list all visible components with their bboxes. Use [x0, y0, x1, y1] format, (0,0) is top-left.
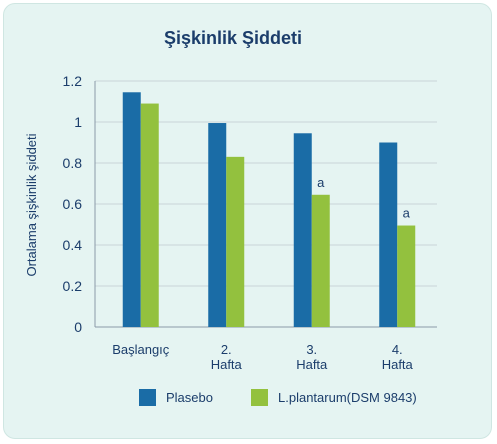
- bar: [122, 92, 141, 328]
- legend-label: L.plantarum(DSM 9843): [278, 390, 417, 405]
- legend: Plasebo L.plantarum(DSM 9843): [139, 389, 417, 406]
- chart-title: Şişkinlik Şiddeti: [164, 28, 302, 48]
- bar-annotation: a: [403, 206, 411, 221]
- bar: [397, 225, 416, 327]
- legend-swatch: [139, 389, 156, 406]
- x-tick-label: Hafta: [382, 357, 414, 372]
- y-tick-label: 1.2: [63, 73, 83, 89]
- legend-swatch: [251, 389, 268, 406]
- y-axis-label: Ortalama şişkinlik şiddeti: [24, 133, 39, 276]
- y-tick-label: 0.2: [63, 278, 83, 294]
- bar: [140, 103, 159, 327]
- y-tick-label: 0: [74, 319, 82, 335]
- x-tick-label: 4.: [392, 342, 403, 357]
- y-tick-labels: 0 0.2 0.4 0.6 0.8 1 1.2: [63, 73, 83, 335]
- bars: aa: [122, 92, 416, 328]
- x-tick-label: Başlangıç: [112, 342, 170, 357]
- bar: [208, 123, 227, 328]
- bar: [293, 133, 312, 327]
- y-tick-label: 1: [74, 114, 82, 130]
- bar-annotation: a: [317, 175, 325, 190]
- x-tick-label: Hafta: [296, 357, 328, 372]
- bar: [226, 156, 245, 327]
- y-tick-label: 0.8: [63, 155, 83, 171]
- x-tick-label: Hafta: [211, 357, 243, 372]
- bar: [311, 194, 330, 327]
- x-tick-label: 2.: [221, 342, 232, 357]
- y-tick-label: 0.6: [63, 196, 83, 212]
- y-tick-label: 0.4: [63, 237, 83, 253]
- x-tick-label: 3.: [306, 342, 317, 357]
- legend-label: Plasebo: [166, 390, 213, 405]
- bar: [379, 142, 398, 327]
- chart-card: [3, 3, 492, 439]
